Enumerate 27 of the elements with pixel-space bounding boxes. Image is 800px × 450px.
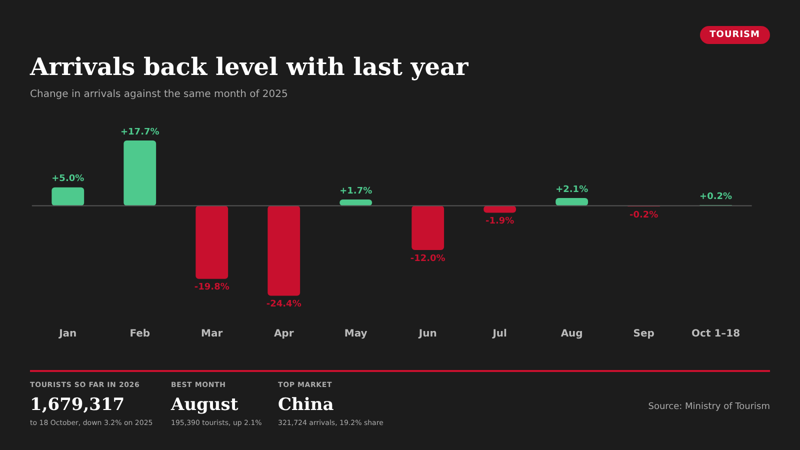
x-tick-label: Mar [201, 328, 223, 340]
x-tick-label: Feb [130, 328, 150, 340]
data-label: -24.4% [266, 300, 302, 310]
x-tick-label: Jan [58, 328, 77, 340]
x-tick-label: May [344, 328, 368, 340]
data-label: -12.0% [410, 254, 446, 264]
x-tick-label: Jun [418, 328, 437, 340]
data-label: +2.1% [556, 184, 588, 195]
text: 1,679,317 [30, 395, 126, 415]
data-label: +1.7% [340, 186, 372, 196]
data-label: -19.8% [194, 282, 230, 293]
x-tick-label: Jul [492, 328, 507, 340]
data-label: +17.7% [120, 127, 160, 138]
chart-title: Arrivals back level with last year [30, 52, 468, 81]
text: TOURISM [700, 26, 770, 44]
data-label: +0.2% [700, 192, 732, 202]
data-label: -1.9% [485, 216, 514, 227]
x-tick-label: Sep [633, 328, 654, 340]
data-label: -0.2% [629, 210, 658, 220]
text: August [171, 395, 240, 415]
x-tick-label: Oct 1–18 [692, 328, 740, 340]
data-label: +5.0% [52, 174, 84, 184]
chart-subtitle: Change in arrivals against the same month of 2025 [30, 89, 288, 100]
x-tick-label: Apr [274, 328, 294, 340]
source-note: Source: Ministry of Tourism [648, 402, 770, 412]
text: China [278, 395, 335, 415]
x-tick-label: Aug [560, 328, 583, 340]
